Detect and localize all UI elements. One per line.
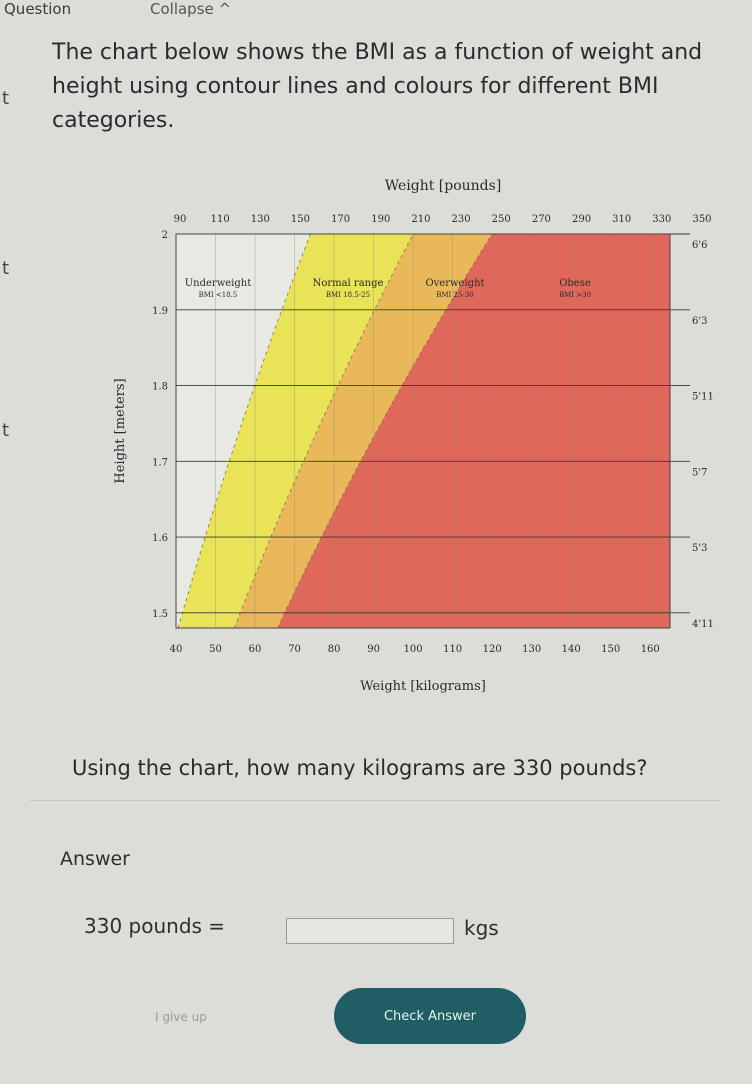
collapse-toggle[interactable]: Collapse ^	[150, 0, 232, 18]
bmi-contour-line	[277, 234, 493, 628]
x-tick-label-kg: 90	[367, 644, 380, 655]
x-tick-label-lb: 210	[411, 214, 430, 225]
x-tick-label-kg: 120	[483, 644, 502, 655]
y-tick-label-ft: 5'3	[692, 543, 707, 554]
x-tick-label-kg: 160	[641, 644, 660, 655]
x-tick-label-kg: 100	[404, 644, 423, 655]
category-name-label: Overweight	[425, 278, 484, 289]
plot-frame	[175, 233, 671, 629]
y-tick-label-ft: 5'7	[692, 467, 707, 478]
category-name-label: Underweight	[185, 278, 252, 289]
check-answer-button[interactable]: Check Answer	[334, 988, 526, 1044]
x-tick-label-lb: 110	[211, 214, 230, 225]
left-margin-mark: t	[2, 420, 10, 441]
x-tick-label-kg: 80	[328, 644, 341, 655]
chart-title: Weight [pounds]	[385, 178, 502, 194]
x-tick-label-kg: 60	[249, 644, 262, 655]
x-tick-label-kg: 140	[562, 644, 581, 655]
x-tick-label-kg: 130	[522, 644, 541, 655]
y-tick-label-m: 1.5	[152, 609, 168, 620]
x-tick-label-lb: 130	[251, 214, 270, 225]
category-range-label: BMI <18.5	[199, 291, 238, 299]
category-range-label: BMI >30	[559, 291, 591, 299]
bmi-contour-line	[233, 234, 414, 628]
y-axis-label: Height [meters]	[113, 378, 128, 483]
x-tick-label-lb: 250	[492, 214, 511, 225]
question-text: Using the chart, how many kilograms are …	[72, 756, 648, 780]
x-tick-label-lb: 190	[371, 214, 390, 225]
answer-label: Answer	[60, 848, 130, 870]
category-name-label: Normal range	[313, 278, 384, 289]
intro-text: The chart below shows the BMI as a funct…	[52, 40, 703, 133]
bmi-chart: Weight [pounds] Weight [kilograms] Heigh…	[110, 168, 730, 708]
y-tick-label-m: 1.8	[152, 382, 168, 393]
y-tick-label-m: 2	[162, 230, 168, 241]
y-tick-label-m: 1.6	[152, 533, 168, 544]
x-tick-label-lb: 150	[291, 214, 310, 225]
x-tick-label-kg: 70	[288, 644, 301, 655]
x-tick-label-kg: 40	[170, 644, 183, 655]
x-tick-label-kg: 150	[601, 644, 620, 655]
x-axis-label: Weight [kilograms]	[360, 679, 486, 694]
x-tick-label-lb: 90	[174, 214, 187, 225]
x-tick-label-kg: 110	[443, 644, 462, 655]
y-tick-label-m: 1.7	[152, 457, 168, 468]
equation-prefix: 330 pounds =	[84, 914, 226, 938]
x-tick-label-lb: 290	[572, 214, 591, 225]
x-tick-label-lb: 350	[692, 214, 711, 225]
x-tick-label-kg: 50	[209, 644, 222, 655]
x-tick-label-lb: 330	[652, 214, 671, 225]
divider	[30, 800, 720, 801]
bmi-contour-line	[177, 234, 311, 628]
y-tick-label-ft: 4'11	[692, 619, 714, 630]
give-up-link[interactable]: I give up	[155, 1010, 207, 1024]
answer-input[interactable]	[286, 918, 454, 944]
answer-unit: kgs	[464, 916, 499, 940]
x-tick-label-lb: 170	[331, 214, 350, 225]
left-margin-mark: t	[2, 258, 10, 279]
category-name-label: Obese	[559, 278, 591, 289]
category-range-label: BMI 25-30	[436, 291, 473, 299]
y-tick-label-ft: 6'3	[692, 316, 707, 327]
obese-region	[277, 234, 670, 628]
x-tick-label-lb: 230	[452, 214, 471, 225]
y-tick-label-ft: 5'11	[692, 392, 714, 403]
x-tick-label-lb: 270	[532, 214, 551, 225]
bmi-chart-svg: Weight [pounds] Weight [kilograms] Heigh…	[113, 178, 714, 694]
category-range-label: BMI 18.5-25	[326, 291, 370, 299]
question-label: Question	[4, 0, 72, 18]
left-margin-mark: t	[2, 88, 10, 109]
y-tick-label-m: 1.9	[152, 306, 168, 317]
question-header: Question Collapse ^	[0, 0, 752, 22]
y-tick-label-ft: 6'6	[692, 240, 707, 251]
x-tick-label-lb: 310	[612, 214, 631, 225]
